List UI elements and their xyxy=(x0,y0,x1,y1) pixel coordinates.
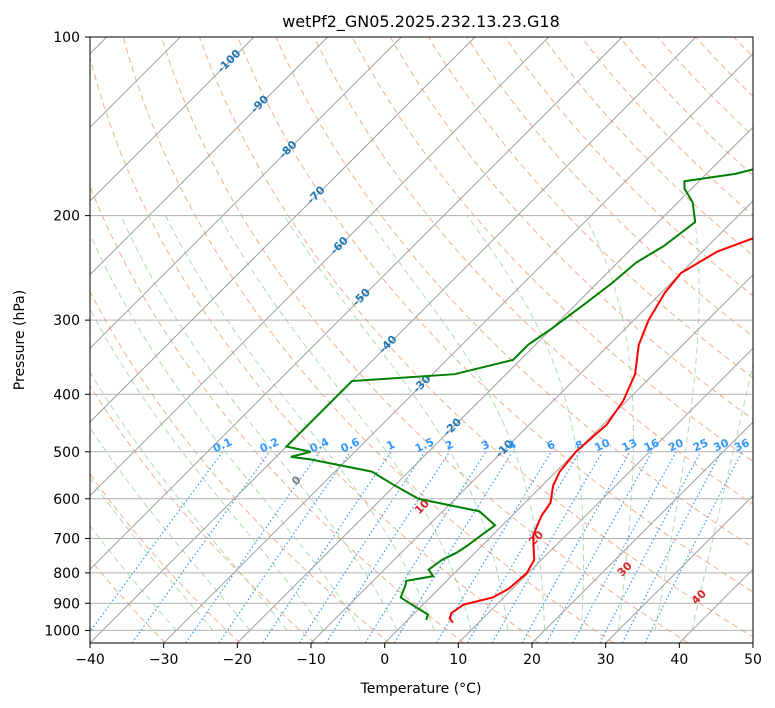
mixing-ratio-line xyxy=(185,451,321,643)
y-tick-label: 1000 xyxy=(44,623,80,639)
y-tick-label: 400 xyxy=(53,387,80,403)
x-tick-label: 20 xyxy=(523,652,541,668)
mixing-ratio-line xyxy=(572,451,677,643)
isotherm xyxy=(90,37,550,497)
mixing-ratio-line xyxy=(599,451,702,643)
isobar-lines xyxy=(90,37,753,631)
y-tick-label: 700 xyxy=(53,532,80,548)
mixing-ratio-line xyxy=(218,451,351,643)
isotherm xyxy=(605,494,753,643)
y-tick-label: 500 xyxy=(53,445,80,461)
dry-adiabat xyxy=(237,37,753,593)
plot-frame xyxy=(89,36,754,644)
dry-adiabat xyxy=(90,473,241,643)
mixing-ratio-label: 30 xyxy=(711,436,731,454)
dry-adiabat xyxy=(466,37,753,338)
x-tick-label: 10 xyxy=(449,652,467,668)
dry-adiabat xyxy=(275,37,753,549)
mixing-ratio-label: 16 xyxy=(642,436,662,454)
mixing-ratio-line xyxy=(298,451,426,643)
isotherm xyxy=(90,37,329,276)
isotherm xyxy=(90,37,476,423)
mixing-ratio-line xyxy=(131,451,271,643)
mixing-ratio-line xyxy=(90,451,224,633)
moist-adiabat xyxy=(120,215,398,631)
x-tick-label: 40 xyxy=(670,652,688,668)
dry-adiabat xyxy=(90,384,316,643)
y-tick-label: 600 xyxy=(53,492,80,508)
mixing-ratio-label: 13 xyxy=(620,436,639,454)
isotherm xyxy=(90,37,255,202)
y-axis-label: Pressure (hPa) xyxy=(12,290,28,390)
dry-adiabat xyxy=(427,37,753,379)
y-tick-label: 200 xyxy=(53,209,80,225)
isotherm xyxy=(163,52,753,643)
mixing-ratio-line xyxy=(364,451,487,643)
mixing-ratio-line xyxy=(644,451,743,643)
dry-adiabat xyxy=(90,290,390,643)
dry-adiabat xyxy=(90,185,465,643)
dry-adiabat xyxy=(351,37,753,463)
plot-area: -100-90-80-70-60-50-40-30-20-10 0.1 0.2 0.… xyxy=(90,37,753,643)
isotherm xyxy=(236,126,753,643)
y-tick-label: 800 xyxy=(53,566,80,582)
mixing-ratio-line xyxy=(435,451,552,643)
mixing-ratio-label: 25 xyxy=(691,436,710,454)
isotherm xyxy=(90,37,623,571)
x-tick-label: 50 xyxy=(744,652,762,668)
x-tick-label: −40 xyxy=(75,652,105,668)
mixing-ratio-line xyxy=(262,451,392,643)
dry-adiabat xyxy=(504,37,753,297)
mixing-ratio-label: 10 xyxy=(593,436,613,454)
y-tick-label: 300 xyxy=(53,313,80,329)
profiles xyxy=(284,168,753,624)
dewpoint-line xyxy=(284,168,753,621)
moist-adiabat xyxy=(90,307,324,631)
isotherm xyxy=(310,200,753,643)
mixing-ratio-line xyxy=(325,451,451,643)
isotherm xyxy=(531,421,753,643)
chart-title: wetPf2_GN05.2025.232.13.23.G18 xyxy=(282,12,560,32)
y-axis: 1000 900 800 700 600 500 400 300 200 100 xyxy=(44,30,90,639)
isotherm xyxy=(457,347,753,643)
mixing-ratio-line xyxy=(545,451,653,643)
temperature-line xyxy=(448,237,753,624)
y-tick-label: 900 xyxy=(53,596,80,612)
x-tick-label: −20 xyxy=(223,652,253,668)
x-tick-label: −10 xyxy=(296,652,326,668)
dry-adiabat xyxy=(122,37,614,643)
isotherm xyxy=(384,273,753,643)
mixing-ratio-lines xyxy=(90,451,743,643)
dry-adiabat xyxy=(389,37,753,420)
isotherm xyxy=(90,37,402,350)
isotherm-lines xyxy=(90,37,753,643)
x-tick-label: 30 xyxy=(597,652,615,668)
x-tick-label: −30 xyxy=(149,652,179,668)
moist-adiabat xyxy=(283,215,509,631)
mixing-ratio-label: 36 xyxy=(732,436,752,454)
dry-adiabat xyxy=(160,37,689,643)
y-tick-label: 100 xyxy=(53,30,80,46)
dry-adiabat xyxy=(313,37,753,505)
x-axis-label: Temperature (°C) xyxy=(360,681,482,697)
x-tick-label: 0 xyxy=(380,652,389,668)
mixing-ratio-label: 20 xyxy=(666,436,686,454)
isotherm xyxy=(90,37,697,643)
x-axis: −40 −30 −20 −10 0 10 20 30 40 50 xyxy=(75,643,762,668)
mixing-ratio-line xyxy=(521,451,631,643)
